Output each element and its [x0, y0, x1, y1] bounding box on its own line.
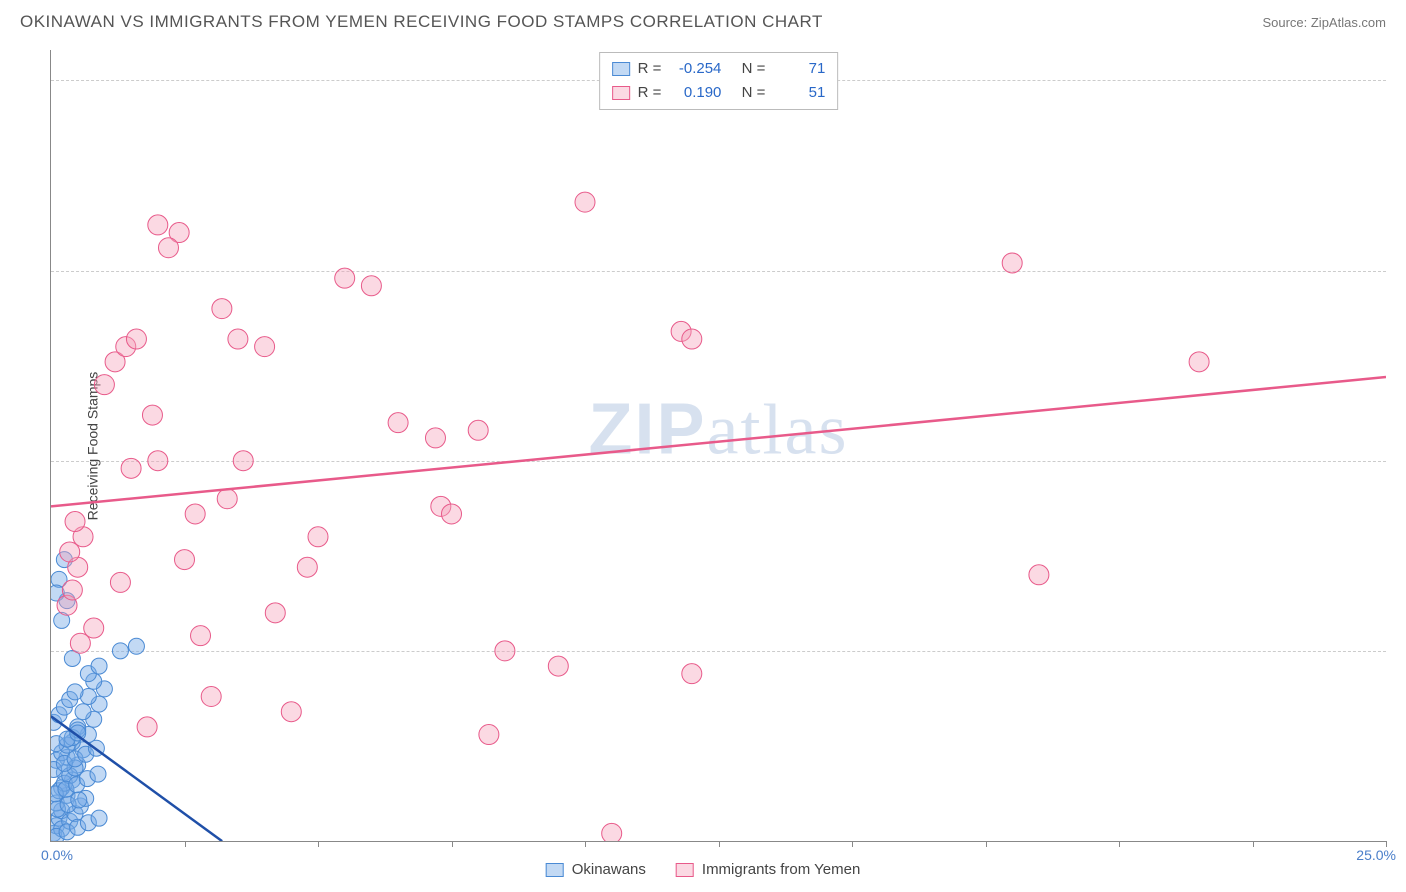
data-point: [425, 428, 445, 448]
data-point: [361, 276, 381, 296]
x-max-label: 25.0%: [1356, 847, 1396, 863]
data-point: [128, 638, 144, 654]
stats-row-series-1: R = 0.190 N = 51: [612, 81, 826, 105]
chart-plot-area: ZIPatlas R = -0.254 N = 71 R = 0.190 N =…: [50, 50, 1386, 842]
chart-title: OKINAWAN VS IMMIGRANTS FROM YEMEN RECEIV…: [20, 12, 823, 32]
data-point: [308, 527, 328, 547]
x-tick-mark: [1253, 841, 1254, 847]
data-point: [75, 704, 91, 720]
data-point: [442, 504, 462, 524]
stats-row-series-0: R = -0.254 N = 71: [612, 57, 826, 81]
data-point: [1002, 253, 1022, 273]
data-point: [297, 557, 317, 577]
data-point: [265, 603, 285, 623]
scatter-svg: [51, 50, 1386, 841]
data-point: [185, 504, 205, 524]
data-point: [62, 580, 82, 600]
data-point: [90, 766, 106, 782]
data-point: [548, 656, 568, 676]
bottom-legend: Okinawans Immigrants from Yemen: [546, 861, 861, 878]
data-point: [137, 717, 157, 737]
data-point: [281, 702, 301, 722]
data-point: [335, 268, 355, 288]
data-point: [148, 451, 168, 471]
legend-item-1: Immigrants from Yemen: [676, 861, 860, 878]
data-point: [575, 192, 595, 212]
stats-legend-box: R = -0.254 N = 71 R = 0.190 N = 51: [599, 52, 839, 110]
data-point: [91, 810, 107, 826]
x-tick-mark: [1119, 841, 1120, 847]
data-point: [91, 658, 107, 674]
legend-swatch-1: [676, 863, 694, 877]
x-tick-mark: [585, 841, 586, 847]
data-point: [682, 664, 702, 684]
y-tick-label: 12.5%: [1396, 643, 1406, 659]
x-tick-mark: [185, 841, 186, 847]
data-point: [468, 420, 488, 440]
data-point: [71, 792, 87, 808]
swatch-series-1: [612, 86, 630, 100]
data-point: [65, 512, 85, 532]
chart-header: OKINAWAN VS IMMIGRANTS FROM YEMEN RECEIV…: [0, 0, 1406, 32]
x-tick-mark: [719, 841, 720, 847]
data-point: [1029, 565, 1049, 585]
data-point: [212, 299, 232, 319]
data-point: [228, 329, 248, 349]
data-point: [191, 626, 211, 646]
data-point: [142, 405, 162, 425]
x-tick-mark: [318, 841, 319, 847]
y-tick-label: 50.0%: [1396, 72, 1406, 88]
y-tick-label: 37.5%: [1396, 263, 1406, 279]
data-point: [682, 329, 702, 349]
legend-swatch-0: [546, 863, 564, 877]
swatch-series-0: [612, 62, 630, 76]
data-point: [201, 686, 221, 706]
data-point: [126, 329, 146, 349]
data-point: [479, 725, 499, 745]
x-origin-label: 0.0%: [41, 847, 73, 863]
data-point: [110, 572, 130, 592]
data-point: [112, 643, 128, 659]
x-tick-mark: [1386, 841, 1387, 847]
data-point: [1189, 352, 1209, 372]
data-point: [121, 458, 141, 478]
data-point: [388, 413, 408, 433]
chart-source: Source: ZipAtlas.com: [1262, 15, 1386, 30]
data-point: [158, 238, 178, 258]
data-point: [217, 489, 237, 509]
data-point: [175, 550, 195, 570]
data-point: [94, 375, 114, 395]
source-link[interactable]: ZipAtlas.com: [1311, 15, 1386, 30]
legend-item-0: Okinawans: [546, 861, 646, 878]
x-tick-mark: [452, 841, 453, 847]
data-point: [67, 684, 83, 700]
data-point: [233, 451, 253, 471]
data-point: [70, 633, 90, 653]
trend-line: [51, 377, 1386, 506]
data-point: [602, 823, 622, 841]
data-point: [148, 215, 168, 235]
x-tick-mark: [852, 841, 853, 847]
data-point: [255, 337, 275, 357]
data-point: [495, 641, 515, 661]
x-tick-mark: [986, 841, 987, 847]
y-tick-label: 25.0%: [1396, 453, 1406, 469]
